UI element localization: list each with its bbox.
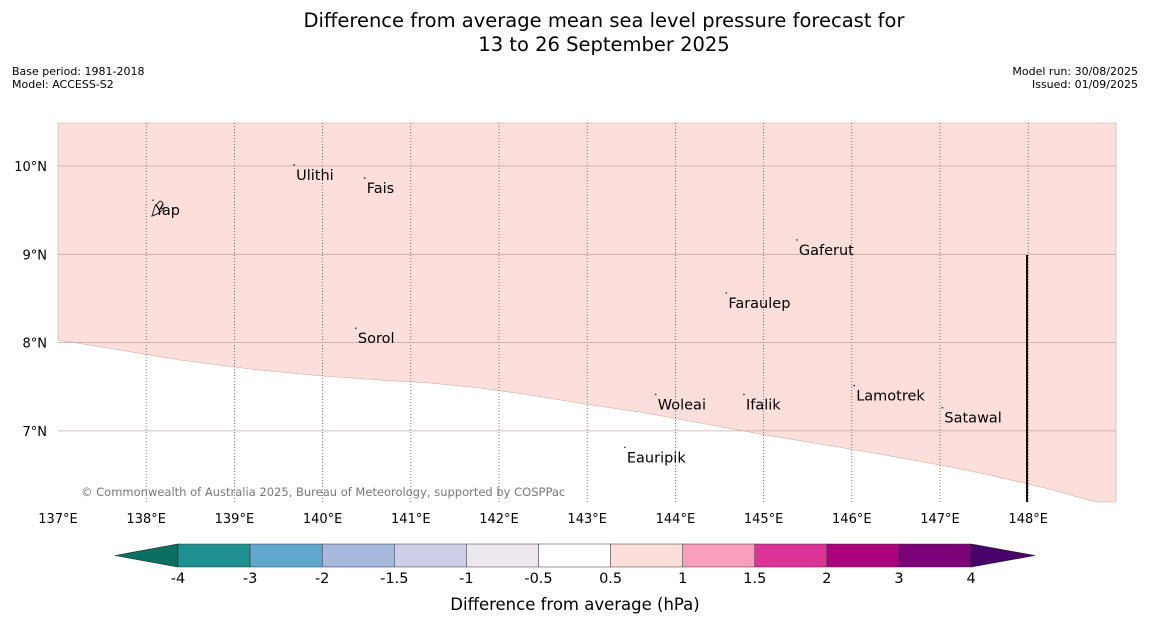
place-satawal: Satawal xyxy=(941,406,1002,427)
place-woleai: Woleai xyxy=(654,393,706,413)
colorbar-segment xyxy=(682,543,756,568)
lon-tick-label: 148°E xyxy=(1008,512,1048,527)
colorbar-segment xyxy=(177,543,251,568)
colorbar-segment xyxy=(826,543,900,568)
colorbar-segment xyxy=(249,543,323,568)
place-name: Ifalik xyxy=(746,397,781,413)
island-dot xyxy=(725,292,728,294)
place-sorol: Sorol xyxy=(355,327,395,347)
latitude-labels: 10°N 9°N 8°N 7°N xyxy=(14,160,47,440)
colorbar: -4 -3 -2 -1.5 -1 -0.5 0.5 1 1.5 2 3 4 Difference fr… xyxy=(114,543,1036,614)
yap-island-outline xyxy=(151,200,166,217)
colorbar-segment xyxy=(466,543,539,568)
place-eauripik: Eauripik xyxy=(624,446,686,466)
map-panel: Yap Ulithi Fais Gaferut Faraulep Sorol Lamotre… xyxy=(14,122,1117,527)
lon-tick-label: 137°E xyxy=(38,512,78,527)
lon-tick-label: 146°E xyxy=(832,512,872,527)
colorbar-arrow-high xyxy=(970,543,1036,568)
issued-date: Issued: 01/09/2025 xyxy=(1031,78,1138,91)
colorbar-tick-label: -0.5 xyxy=(524,571,552,587)
lon-tick-label: 139°E xyxy=(215,512,255,527)
lon-tick-label: 138°E xyxy=(126,512,166,527)
place-gaferut: Gaferut xyxy=(796,239,854,259)
place-name: Eauripik xyxy=(627,450,686,466)
colorbar-tick-label: -1.5 xyxy=(380,571,408,587)
place-name: Gaferut xyxy=(799,243,854,259)
island-dot xyxy=(355,327,357,329)
colorbar-tick-label: 0.5 xyxy=(599,571,622,587)
colorbar-segment xyxy=(610,543,683,568)
place-name: Fais xyxy=(367,181,394,197)
island-dot xyxy=(152,199,154,201)
colorbar-segments xyxy=(114,543,1036,568)
title-line-2: 13 to 26 September 2025 xyxy=(478,33,730,56)
colorbar-label: Difference from average (hPa) xyxy=(450,595,699,614)
place-ulithi: Ulithi xyxy=(293,164,334,184)
lon-tick-label: 143°E xyxy=(567,512,607,527)
model-run: Model run: 30/08/2025 xyxy=(1012,65,1138,78)
place-name: Woleai xyxy=(658,397,706,413)
lat-tick-label: 10°N xyxy=(14,160,47,175)
title-line-1: Difference from average mean sea level p… xyxy=(303,9,905,32)
colorbar-tick-label: 1.5 xyxy=(743,571,766,587)
place-name: Sorol xyxy=(358,331,395,347)
place-lamotrek: Lamotrek xyxy=(853,384,925,405)
place-ifalik: Ifalik xyxy=(743,393,781,413)
colorbar-tick-label: -1 xyxy=(459,571,473,587)
model-name: Model: ACCESS-S2 xyxy=(12,78,114,91)
colorbar-tick-label: 1 xyxy=(678,571,687,587)
colorbar-segment xyxy=(394,543,467,568)
colorbar-tick-label: 2 xyxy=(822,571,831,587)
place-name: Faraulep xyxy=(728,296,790,312)
place-name: Lamotrek xyxy=(856,389,925,405)
place-name: Satawal xyxy=(944,411,1001,427)
place-name: Ulithi xyxy=(296,168,334,184)
colorbar-segment xyxy=(898,543,972,568)
island-dot xyxy=(743,393,745,396)
longitude-labels: 137°E 138°E 139°E 140°E 141°E 142°E 143°E 144°E… xyxy=(38,512,1048,527)
colorbar-arrow-low xyxy=(114,543,179,568)
island-dot xyxy=(941,406,944,409)
lon-tick-label: 140°E xyxy=(303,512,343,527)
island-dot xyxy=(293,164,295,166)
colorbar-tick-label: -3 xyxy=(243,571,257,587)
colorbar-ticks: -4 -3 -2 -1.5 -1 -0.5 0.5 1 1.5 2 3 4 xyxy=(171,571,976,587)
base-period: Base period: 1981-2018 xyxy=(12,65,145,78)
place-labels: Yap Ulithi Fais Gaferut Faraulep Sorol Lamotre… xyxy=(152,164,1002,466)
lat-tick-label: 9°N xyxy=(23,248,48,263)
meta-left: Base period: 1981-2018 Model: ACCESS-S2 xyxy=(12,65,144,91)
meta-right: Model run: 30/08/2025 Issued: 01/09/2025 xyxy=(1012,65,1138,91)
graticule xyxy=(58,123,1116,502)
lon-tick-label: 142°E xyxy=(479,512,519,527)
island-dot xyxy=(654,393,657,396)
place-faraulep: Faraulep xyxy=(725,292,790,312)
lon-tick-label: 144°E xyxy=(656,512,696,527)
place-yap: Yap xyxy=(152,199,180,219)
colorbar-tick-label: 3 xyxy=(894,571,903,587)
lon-tick-label: 141°E xyxy=(391,512,431,527)
colorbar-segment xyxy=(321,543,395,568)
lon-tick-label: 147°E xyxy=(920,512,960,527)
colorbar-tick-label: -2 xyxy=(315,571,329,587)
colorbar-tick-label: 4 xyxy=(966,571,975,587)
island-dot xyxy=(853,384,856,387)
lat-tick-label: 7°N xyxy=(23,425,48,440)
colorbar-tick-label: -4 xyxy=(171,571,185,587)
island-dot xyxy=(624,446,626,449)
lat-tick-label: 8°N xyxy=(23,337,48,352)
island-dot xyxy=(363,177,366,179)
island-dot xyxy=(796,239,798,241)
colorbar-segment xyxy=(538,543,611,568)
place-name: Yap xyxy=(154,203,180,219)
place-fais: Fais xyxy=(363,177,394,197)
copyright-notice: © Commonwealth of Australia 2025, Bureau… xyxy=(81,485,565,499)
lon-tick-label: 145°E xyxy=(744,512,784,527)
map-title: Difference from average mean sea level p… xyxy=(0,9,1150,57)
colorbar-segment xyxy=(754,543,828,568)
